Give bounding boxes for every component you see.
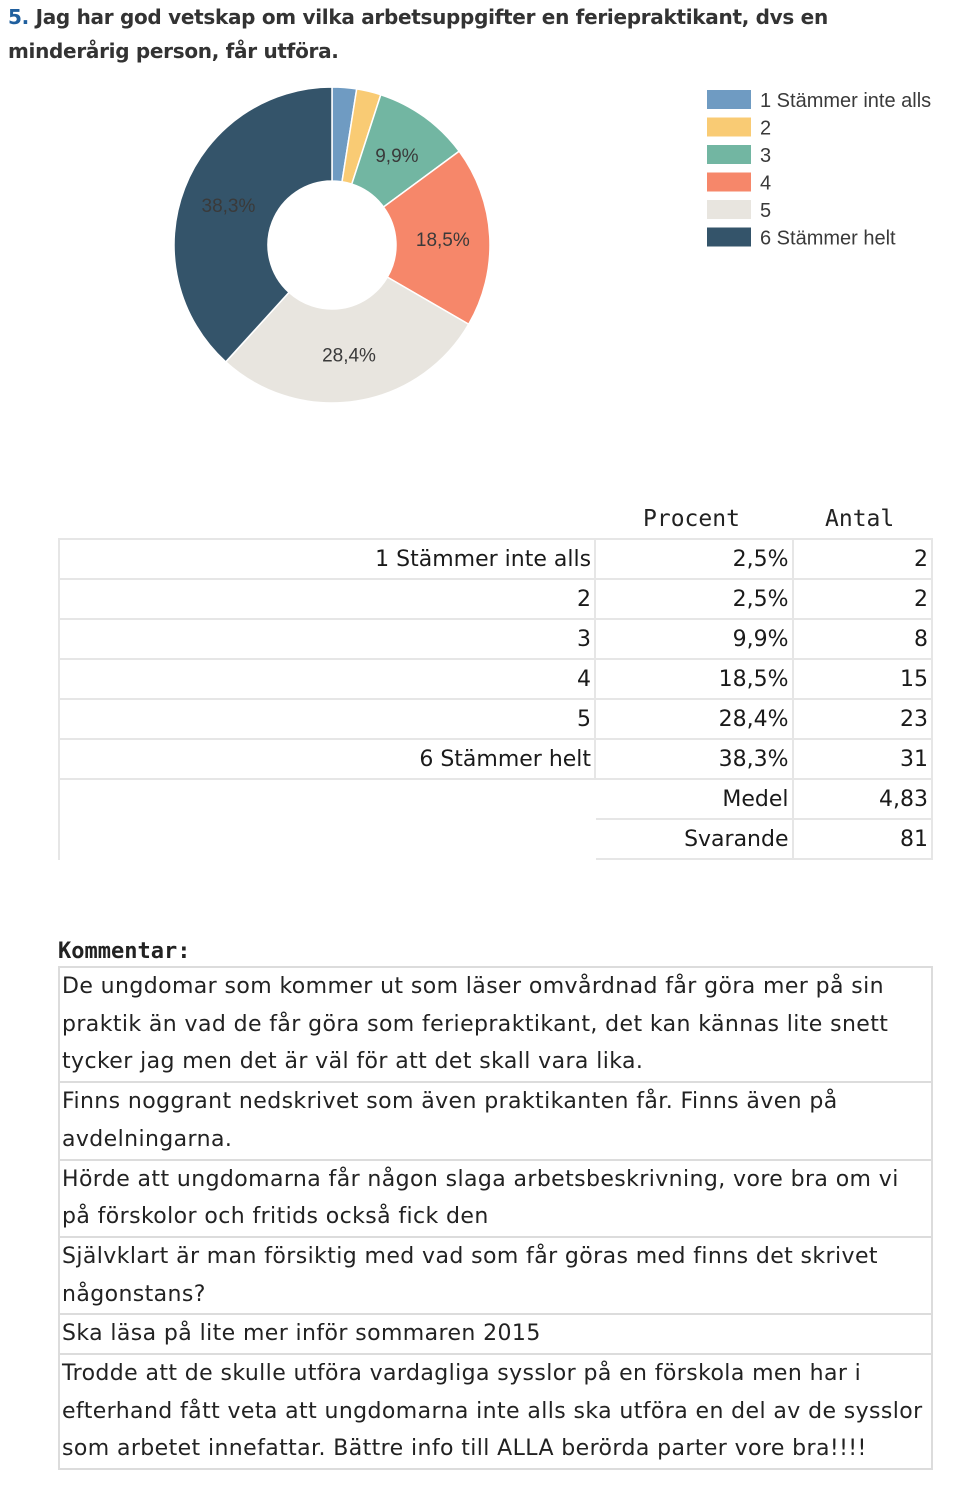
row-percent: 2,5%: [594, 578, 794, 620]
row-count: 8: [791, 618, 933, 660]
row-percent: 18,5%: [594, 658, 794, 700]
table-row: 5 28,4% 23: [57, 698, 933, 740]
comment-text: Ska läsa på lite mer inför sommaren 2015: [58, 1313, 933, 1356]
row-percent: 9,9%: [594, 618, 794, 660]
row-label: 6 Stämmer helt: [57, 738, 597, 780]
legend-label: 1 Stämmer inte alls: [760, 90, 931, 112]
pie-data-label: 28,4%: [322, 346, 376, 367]
row-count: 23: [791, 698, 933, 740]
comment-text: Självklart är man försiktig med vad som …: [58, 1235, 933, 1316]
table-row: 4 18,5% 15: [57, 658, 933, 700]
summary-spacer: [57, 779, 596, 819]
chart-slices: [173, 86, 491, 404]
legend-swatch: [707, 172, 751, 192]
donut-chart: 9,9% 18,5% 28,4% 38,3% 1 Stämmer inte alls 2…: [173, 86, 931, 404]
row-label: 1 Stämmer inte alls: [57, 538, 597, 580]
comment-text: Trodde att de skulle utföra vardagliga s…: [58, 1353, 933, 1471]
pie-slice: [224, 276, 470, 404]
question-text: Jag har god vetskap om vilka arbetsuppgi…: [8, 5, 828, 63]
row-percent: 38,3%: [594, 738, 794, 780]
row-percent: 28,4%: [594, 698, 794, 740]
comment-row: Finns noggrant nedskrivet som även prakt…: [58, 1081, 933, 1161]
row-label: 3: [57, 618, 597, 660]
chart-legend: 1 Stämmer inte alls 2 3 4 5 6 Stämmer helt: [707, 90, 931, 250]
comment-text: Finns noggrant nedskrivet som även prakt…: [58, 1081, 933, 1161]
question-number: 5.: [8, 5, 29, 29]
column-header-percent: Procent: [643, 506, 740, 532]
legend-swatch: [707, 117, 751, 137]
legend-label: 2: [760, 118, 771, 140]
legend-swatch: [707, 227, 751, 247]
table-row: 2 2,5% 2: [57, 578, 933, 620]
comments-table: De ungdomar som kommer ut som läser omvå…: [58, 965, 933, 1471]
summary-label: Svarande: [594, 818, 794, 860]
comments-section: Kommentar: De ungdomar som kommer ut som…: [58, 938, 933, 1471]
comment-row: Trodde att de skulle utföra vardagliga s…: [58, 1353, 933, 1471]
summary-row: Medel 4,83: [57, 778, 933, 820]
pie-slice: [173, 86, 333, 364]
pie-slice: [382, 150, 491, 326]
pie-data-label: 18,5%: [416, 230, 470, 251]
comments-heading: Kommentar:: [58, 939, 191, 964]
summary-value: 4,83: [791, 778, 933, 820]
row-count: 2: [791, 538, 933, 580]
row-count: 31: [791, 738, 933, 780]
legend-label: 3: [760, 145, 771, 167]
legend-label: 6 Stämmer helt: [760, 228, 896, 250]
table-row: 1 Stämmer inte alls 2,5% 2: [57, 538, 933, 580]
row-count: 15: [791, 658, 933, 700]
comment-row: Ska läsa på lite mer inför sommaren 2015: [58, 1313, 933, 1356]
comment-row: De ungdomar som kommer ut som läser omvå…: [58, 965, 933, 1084]
pie-data-label: 38,3%: [202, 196, 256, 217]
row-count: 2: [791, 578, 933, 620]
row-label: 4: [57, 658, 597, 700]
row-label: 2: [57, 578, 597, 620]
comment-row: Hörde att ungdomarna får någon slaga arb…: [58, 1158, 933, 1238]
table-row: 3 9,9% 8: [57, 618, 933, 660]
pie-data-label: 9,9%: [375, 146, 418, 167]
row-percent: 2,5%: [594, 538, 794, 580]
table-row: 6 Stämmer helt 38,3% 31: [57, 738, 933, 780]
legend-swatch: [707, 145, 751, 164]
legend-label: 5: [760, 200, 771, 222]
question-title: 5. Jag har god vetskap om vilka arbetsup…: [8, 0, 908, 68]
comment-text: Hörde att ungdomarna får någon slaga arb…: [58, 1158, 933, 1238]
summary-label: Medel: [594, 778, 794, 820]
summary-spacer: [57, 819, 596, 859]
row-label: 5: [57, 698, 597, 740]
legend-swatch: [707, 200, 751, 219]
legend-label: 4: [760, 173, 771, 195]
comment-text: De ungdomar som kommer ut som läser omvå…: [58, 965, 933, 1084]
comment-row: Självklart är man försiktig med vad som …: [58, 1235, 933, 1316]
chart-data-labels: 9,9% 18,5% 28,4% 38,3%: [202, 146, 470, 367]
column-header-count: Antal: [825, 506, 895, 532]
summary-value: 81: [791, 818, 933, 860]
legend-swatch: [707, 90, 751, 109]
summary-row: Svarande 81: [57, 818, 933, 860]
